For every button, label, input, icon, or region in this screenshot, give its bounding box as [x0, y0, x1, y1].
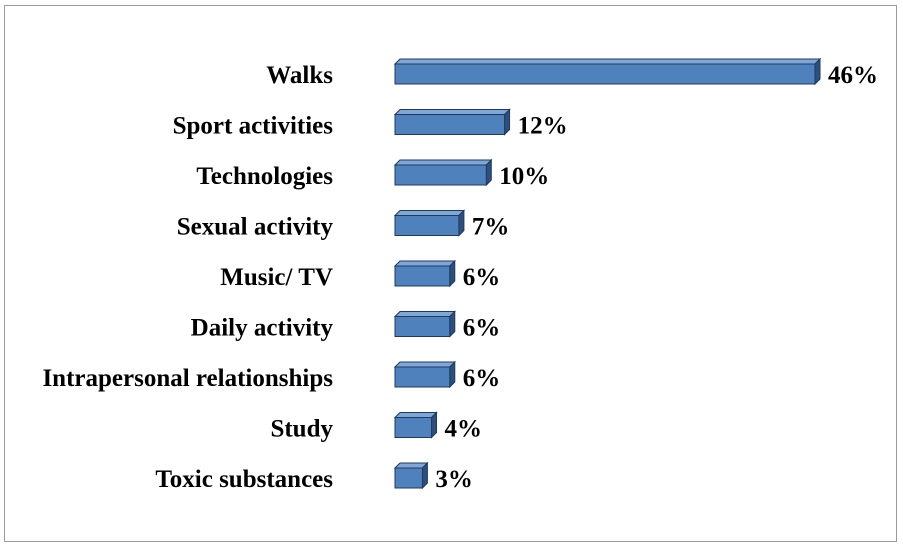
bar-side-sport-activities: [504, 108, 511, 136]
bar-side-music-tv: [449, 259, 456, 288]
category-label-technologies: Technologies: [196, 163, 333, 190]
category-label-sport-activities: Sport activities: [173, 113, 334, 140]
value-label-intrapersonal-relationships: 6%: [463, 365, 501, 392]
bar-side-technologies: [485, 158, 492, 187]
bar-sport-activities: [394, 114, 506, 135]
category-label-intrapersonal-relationships: Intrapersonal relationships: [42, 365, 333, 392]
value-label-sexual-activity: 7%: [472, 214, 510, 241]
bar-walks: [394, 63, 816, 85]
bar-side-sexual-activity: [458, 209, 465, 237]
value-label-study: 4%: [445, 416, 483, 443]
bar-daily-activity: [394, 316, 451, 337]
bar-side-toxic-substances: [421, 461, 428, 490]
bar-top-intrapersonal-relationships: [393, 361, 456, 368]
bar-top-technologies: [393, 159, 493, 166]
bar-side-daily-activity: [449, 310, 456, 338]
value-label-daily-activity: 6%: [463, 315, 501, 342]
value-label-technologies: 10%: [499, 163, 549, 190]
bar-top-daily-activity: [393, 311, 456, 317]
value-label-music-tv: 6%: [463, 264, 501, 291]
bar-side-walks: [814, 57, 821, 86]
bar-technologies: [394, 164, 487, 186]
category-label-sexual-activity: Sexual activity: [177, 214, 334, 241]
category-label-music-tv: Music/ TV: [220, 264, 333, 291]
bar-toxic-substances: [394, 467, 423, 489]
bar-music-tv: [394, 265, 451, 287]
category-label-daily-activity: Daily activity: [191, 315, 334, 342]
category-label-toxic-substances: Toxic substances: [155, 466, 333, 493]
bar-intrapersonal-relationships: [394, 366, 451, 388]
bar-sexual-activity: [394, 215, 460, 236]
value-label-sport-activities: 12%: [518, 113, 568, 140]
bar-side-study: [431, 411, 438, 439]
bar-top-walks: [393, 58, 822, 65]
bar-study: [394, 417, 433, 438]
bar-side-intrapersonal-relationships: [449, 360, 456, 389]
bar-top-sport-activities: [393, 109, 511, 115]
bar-top-music-tv: [393, 260, 456, 267]
category-label-study: Study: [270, 416, 333, 443]
value-label-toxic-substances: 3%: [435, 466, 473, 493]
category-label-walks: Walks: [266, 62, 333, 89]
value-label-walks: 46%: [828, 62, 878, 89]
bar-top-sexual-activity: [393, 210, 466, 216]
bar-top-study: [393, 412, 438, 418]
